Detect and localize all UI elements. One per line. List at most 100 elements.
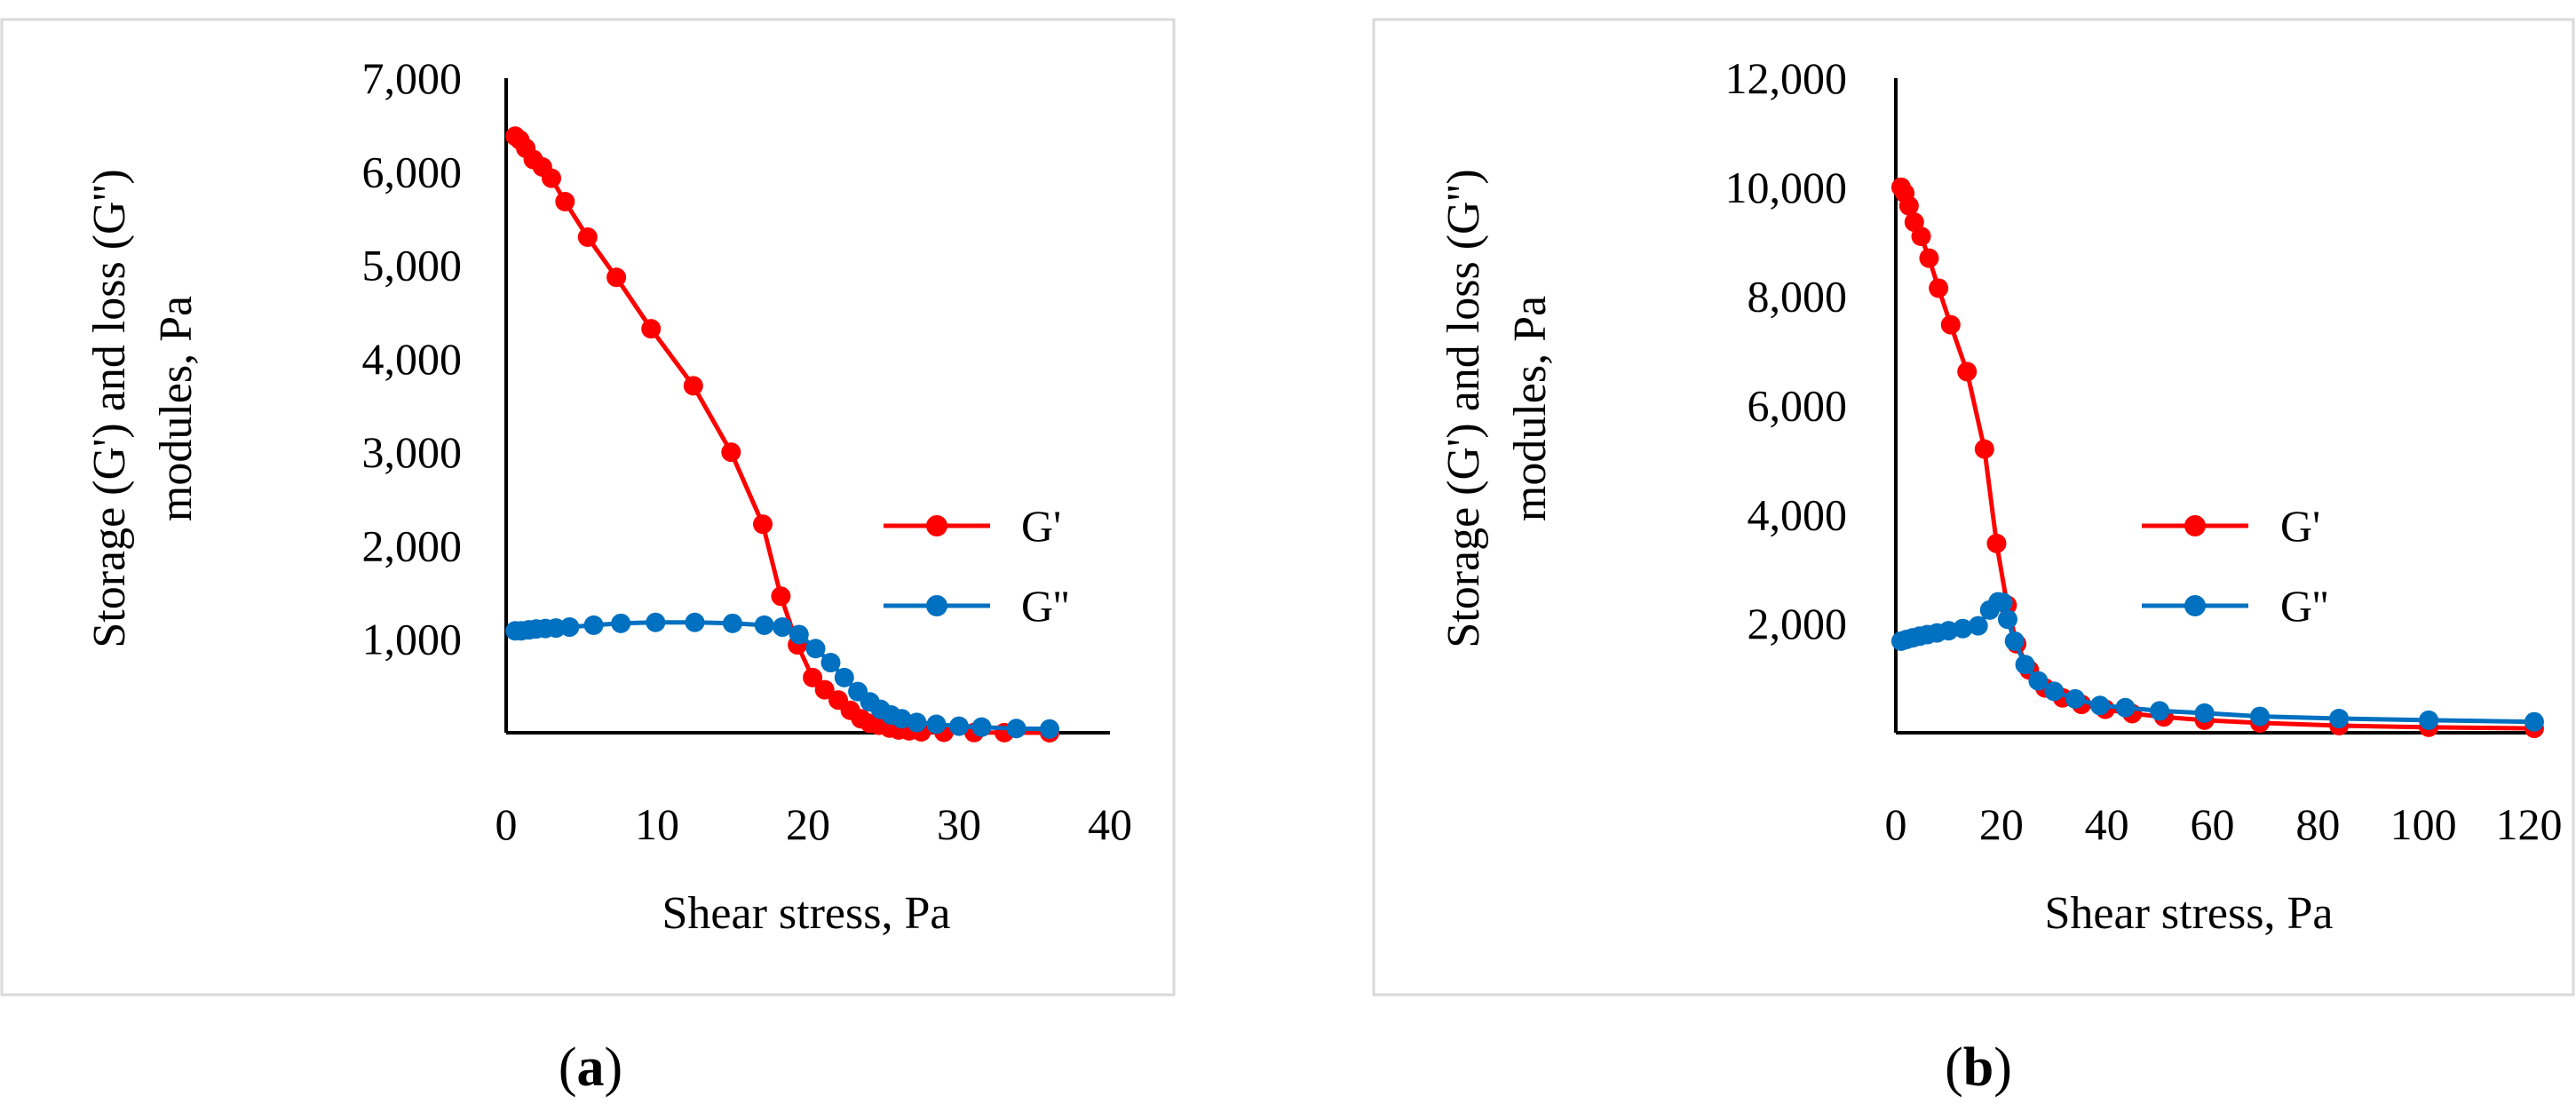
data-point bbox=[2524, 711, 2544, 732]
data-point bbox=[907, 712, 927, 733]
data-point bbox=[1953, 618, 1973, 639]
data-point bbox=[1929, 278, 1949, 298]
data-point bbox=[820, 653, 841, 673]
panel-b-frame bbox=[1372, 18, 2575, 997]
y-axis-title-line: modules, Pa bbox=[1505, 296, 1556, 521]
y-tick-label: 1,000 bbox=[362, 615, 463, 664]
x-axis-title: Shear stress, Pa bbox=[662, 888, 951, 939]
y-tick-label: 4,000 bbox=[1748, 489, 1848, 539]
caption-b: (b) bbox=[1945, 1037, 2012, 1098]
data-point bbox=[723, 613, 742, 633]
data-point bbox=[559, 617, 580, 638]
data-point bbox=[926, 714, 947, 735]
legend-marker bbox=[926, 595, 947, 616]
data-point bbox=[805, 639, 826, 659]
chart-b: 0 20 40 60 80 100 120 2,000 4,000 6,000 8,000 10,00… bbox=[1439, 53, 2563, 939]
data-point bbox=[1997, 609, 2017, 630]
data-point bbox=[753, 514, 773, 535]
data-point bbox=[1006, 719, 1026, 739]
data-point bbox=[2150, 701, 2170, 721]
x-tick-label: 10 bbox=[635, 799, 679, 849]
y-tick-label: 12,000 bbox=[1725, 53, 1848, 103]
data-point bbox=[646, 612, 666, 632]
data-point bbox=[1040, 719, 1059, 739]
data-point bbox=[771, 586, 791, 607]
legend-marker bbox=[926, 515, 947, 536]
x-tick-label: 0 bbox=[495, 799, 518, 849]
y-tick-label: 3,000 bbox=[362, 427, 463, 477]
data-point bbox=[2249, 706, 2270, 727]
data-point bbox=[803, 667, 823, 687]
data-point bbox=[641, 319, 662, 339]
data-point bbox=[892, 709, 912, 729]
data-point bbox=[683, 376, 703, 396]
data-point bbox=[2329, 709, 2350, 729]
y-tick-label: 8,000 bbox=[1748, 272, 1848, 322]
data-point bbox=[1986, 533, 2007, 553]
data-point bbox=[2194, 703, 2215, 723]
x-tick-label: 40 bbox=[2085, 799, 2129, 849]
x-axis-title: Shear stress, Pa bbox=[2045, 888, 2334, 939]
data-point bbox=[1974, 439, 1994, 459]
y-tick-label: 5,000 bbox=[362, 241, 463, 290]
data-point bbox=[1898, 195, 1919, 216]
data-point bbox=[789, 624, 809, 645]
data-point bbox=[1919, 248, 1939, 268]
data-point bbox=[814, 679, 835, 700]
chart-a: 0 10 20 30 40 1,000 2,000 3,000 4,000 5,000 6,000 7… bbox=[84, 53, 1132, 939]
legend-label: G' bbox=[2280, 501, 2320, 551]
data-point bbox=[2015, 655, 2035, 675]
legend-label: G'' bbox=[2280, 581, 2328, 631]
x-tick-label: 20 bbox=[1979, 799, 2024, 849]
data-point bbox=[606, 267, 627, 288]
y-tick-label: 2,000 bbox=[1748, 599, 1848, 648]
data-point bbox=[2065, 688, 2086, 709]
x-tick-label: 120 bbox=[2496, 799, 2563, 849]
y-tick-label: 6,000 bbox=[362, 147, 463, 196]
data-point bbox=[577, 226, 598, 247]
caption-a: (a) bbox=[559, 1037, 622, 1098]
legend-marker bbox=[2184, 595, 2206, 616]
x-tick-label: 20 bbox=[786, 799, 830, 849]
data-point bbox=[971, 717, 992, 737]
y-axis-title-line: Storage (G') and loss (G'') bbox=[84, 169, 135, 647]
legend-marker bbox=[2184, 515, 2206, 536]
x-tick-label: 30 bbox=[937, 799, 981, 849]
data-point bbox=[2044, 681, 2065, 702]
data-point bbox=[721, 442, 741, 463]
data-point bbox=[611, 613, 631, 633]
x-tick-label: 100 bbox=[2390, 799, 2457, 849]
data-point bbox=[773, 617, 793, 638]
panel-a-frame bbox=[0, 18, 1176, 997]
x-tick-label: 40 bbox=[1088, 799, 1132, 849]
data-point bbox=[2089, 695, 2110, 716]
data-point bbox=[1911, 226, 1931, 247]
data-point bbox=[685, 612, 705, 632]
data-point bbox=[1993, 592, 2013, 613]
legend-label: G'' bbox=[1021, 581, 1069, 631]
y-tick-label: 7,000 bbox=[362, 53, 463, 103]
data-point bbox=[1940, 314, 1961, 335]
y-tick-label: 6,000 bbox=[1748, 381, 1848, 431]
data-point bbox=[542, 168, 561, 188]
x-tick-label: 80 bbox=[2295, 799, 2340, 849]
y-tick-label: 10,000 bbox=[1725, 163, 1848, 212]
data-point bbox=[2115, 697, 2136, 718]
data-point bbox=[2004, 631, 2025, 651]
x-tick-label: 0 bbox=[1885, 799, 1907, 849]
data-point bbox=[583, 615, 604, 635]
data-point bbox=[555, 191, 575, 211]
data-point bbox=[949, 716, 969, 736]
y-axis-title-line: Storage (G') and loss (G'') bbox=[1439, 169, 1489, 647]
y-tick-label: 2,000 bbox=[362, 520, 463, 570]
data-point bbox=[754, 615, 774, 635]
legend-label: G' bbox=[1021, 501, 1061, 551]
x-tick-label: 60 bbox=[2191, 799, 2235, 849]
y-axis-title-line: modules, Pa bbox=[151, 296, 202, 521]
y-tick-label: 4,000 bbox=[362, 334, 463, 384]
data-point bbox=[834, 667, 854, 687]
data-point bbox=[1968, 616, 1988, 636]
data-point bbox=[2028, 671, 2049, 691]
data-point bbox=[2419, 710, 2439, 730]
